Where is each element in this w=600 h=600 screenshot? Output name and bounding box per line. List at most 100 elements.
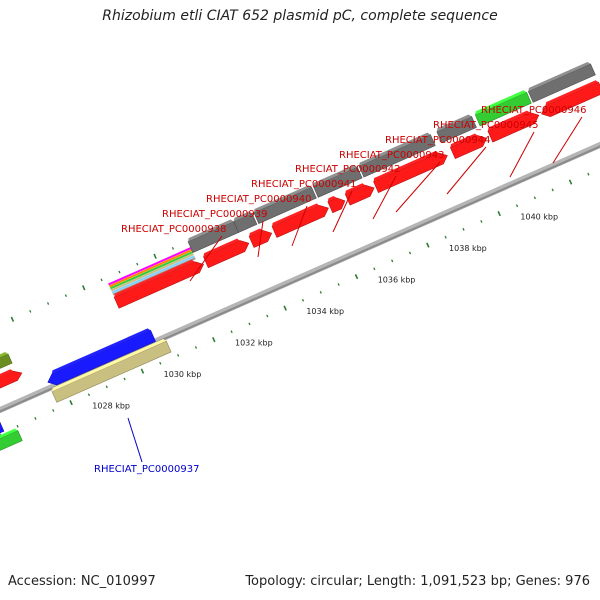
gene-label: RHECIAT_PC0000942: [295, 164, 400, 175]
gene-label: RHECIAT_PC0000937: [94, 464, 199, 475]
inner-tick: [34, 417, 37, 420]
gene-grey-b-bevel: [233, 211, 253, 222]
inner-tick: [301, 298, 305, 302]
outer-tick: [136, 262, 139, 266]
gene-grey-e-bevel: [359, 132, 431, 167]
gene-label: RHECIAT_PC0000938: [121, 224, 226, 235]
inner-tick: [52, 409, 55, 412]
gene-red-small: [0, 370, 23, 389]
outer-tick: [171, 246, 175, 250]
gene-grey-g-bevel: [528, 61, 591, 92]
gene-multicolor-stripe: [108, 247, 192, 286]
gene-red-942: [327, 197, 346, 214]
outer-tick: [153, 253, 157, 259]
gene-red-939-bevel: [203, 238, 241, 257]
outer-tick: [29, 309, 32, 313]
gene-grey-b: [233, 213, 258, 233]
tick-label: 1032 kbp: [235, 339, 273, 348]
inner-tick: [87, 393, 91, 397]
inner-tick: [266, 314, 269, 318]
gene-leader-line: [291, 205, 308, 247]
gene-multicolor-stripe: [111, 255, 195, 294]
gene-leader-line: [127, 417, 143, 463]
inner-tick: [391, 259, 394, 263]
inner-tick: [551, 188, 554, 192]
topology-summary: Topology: circular; Length: 1,091,523 bp…: [245, 574, 590, 589]
inner-tick: [497, 210, 501, 217]
inner-tick: [480, 220, 483, 223]
gene-red-942-bevel: [327, 195, 337, 202]
gene-red-940-bevel: [249, 228, 263, 237]
outer-tick: [100, 278, 103, 282]
gene-label: RHECIAT_PC0000943: [339, 150, 444, 161]
inner-tick: [444, 235, 447, 239]
gene-grey-g: [527, 63, 596, 103]
inner-tick: [16, 424, 19, 428]
outer-tick: [118, 270, 121, 274]
gene-multicolor-stripe: [109, 251, 194, 290]
tick-label: 1038 kbp: [449, 244, 487, 253]
inner-tick: [587, 172, 590, 176]
inner-tick: [105, 385, 108, 389]
gene-red-938-bevel: [114, 259, 195, 298]
gene-red-941-bevel: [272, 203, 320, 227]
gene-leader-line: [257, 220, 264, 258]
inner-tick: [159, 361, 162, 365]
inner-tick: [337, 283, 340, 286]
gene-label: RHECIAT_PC0000939: [162, 209, 267, 220]
tick-label: 1030 kbp: [164, 370, 202, 379]
inner-tick: [248, 322, 251, 326]
inner-tick: [283, 305, 287, 311]
gene-green-946-bevel: [475, 90, 527, 115]
outer-tick: [82, 285, 86, 291]
gene-grey-a-bevel: [188, 219, 234, 242]
gene-label: RHECIAT_PC0000944: [385, 135, 490, 146]
gene-grey-c-bevel: [253, 185, 312, 213]
gene-red-small-bevel: [0, 369, 14, 378]
inner-tick: [426, 242, 430, 248]
inner-tick: [462, 227, 465, 231]
inner-tick: [319, 290, 322, 294]
tick-label: 1036 kbp: [378, 276, 416, 285]
gene-grey-f-bevel: [436, 114, 472, 132]
gene-tan: [51, 340, 172, 403]
accession-text: Accession: NC_010997: [8, 574, 156, 589]
gene-leader-line: [332, 190, 353, 233]
gene-olive-small: [0, 353, 13, 369]
gene-label: RHECIAT_PC0000946: [481, 105, 586, 116]
gene-leader-line: [395, 161, 441, 213]
gene-label: RHECIAT_PC0000941: [251, 179, 356, 190]
outer-tick: [46, 302, 50, 305]
inner-tick: [568, 179, 573, 185]
outer-tick: [64, 294, 68, 298]
gene-multicolor-stripe: [109, 249, 193, 288]
inner-tick: [373, 267, 376, 271]
gene-leader-line: [552, 116, 583, 164]
inner-tick: [140, 368, 145, 374]
gene-red-945-bevel: [450, 133, 478, 148]
gene-olive-small-bevel: [0, 352, 9, 358]
inner-tick: [212, 337, 216, 343]
gene-leader-line: [509, 131, 535, 178]
gene-multicolor-stripe: [110, 253, 194, 292]
inner-tick: [408, 251, 412, 255]
map-title: Rhizobium etli CIAT 652 plasmid pC, comp…: [102, 8, 498, 24]
gene-red-far-bevel: [545, 80, 599, 106]
gene-grey-f: [436, 116, 477, 144]
gene-red-far: [541, 81, 600, 117]
gene-red-943-bevel: [345, 183, 366, 195]
inner-tick: [533, 196, 536, 200]
gene-red-946-bevel: [487, 110, 530, 132]
gene-blue-left: [0, 421, 5, 434]
gene-green-946: [474, 91, 532, 127]
inner-tick: [194, 346, 198, 349]
tick-label: 1034 kbp: [306, 307, 344, 316]
gene-blue-937: [47, 329, 156, 386]
inner-tick: [230, 330, 233, 334]
tick-label: 1028 kbp: [92, 402, 130, 411]
inner-tick: [69, 400, 73, 406]
gene-label: RHECIAT_PC0000940: [206, 194, 311, 205]
inner-tick: [177, 353, 180, 357]
gene-red-944-bevel: [373, 150, 439, 182]
